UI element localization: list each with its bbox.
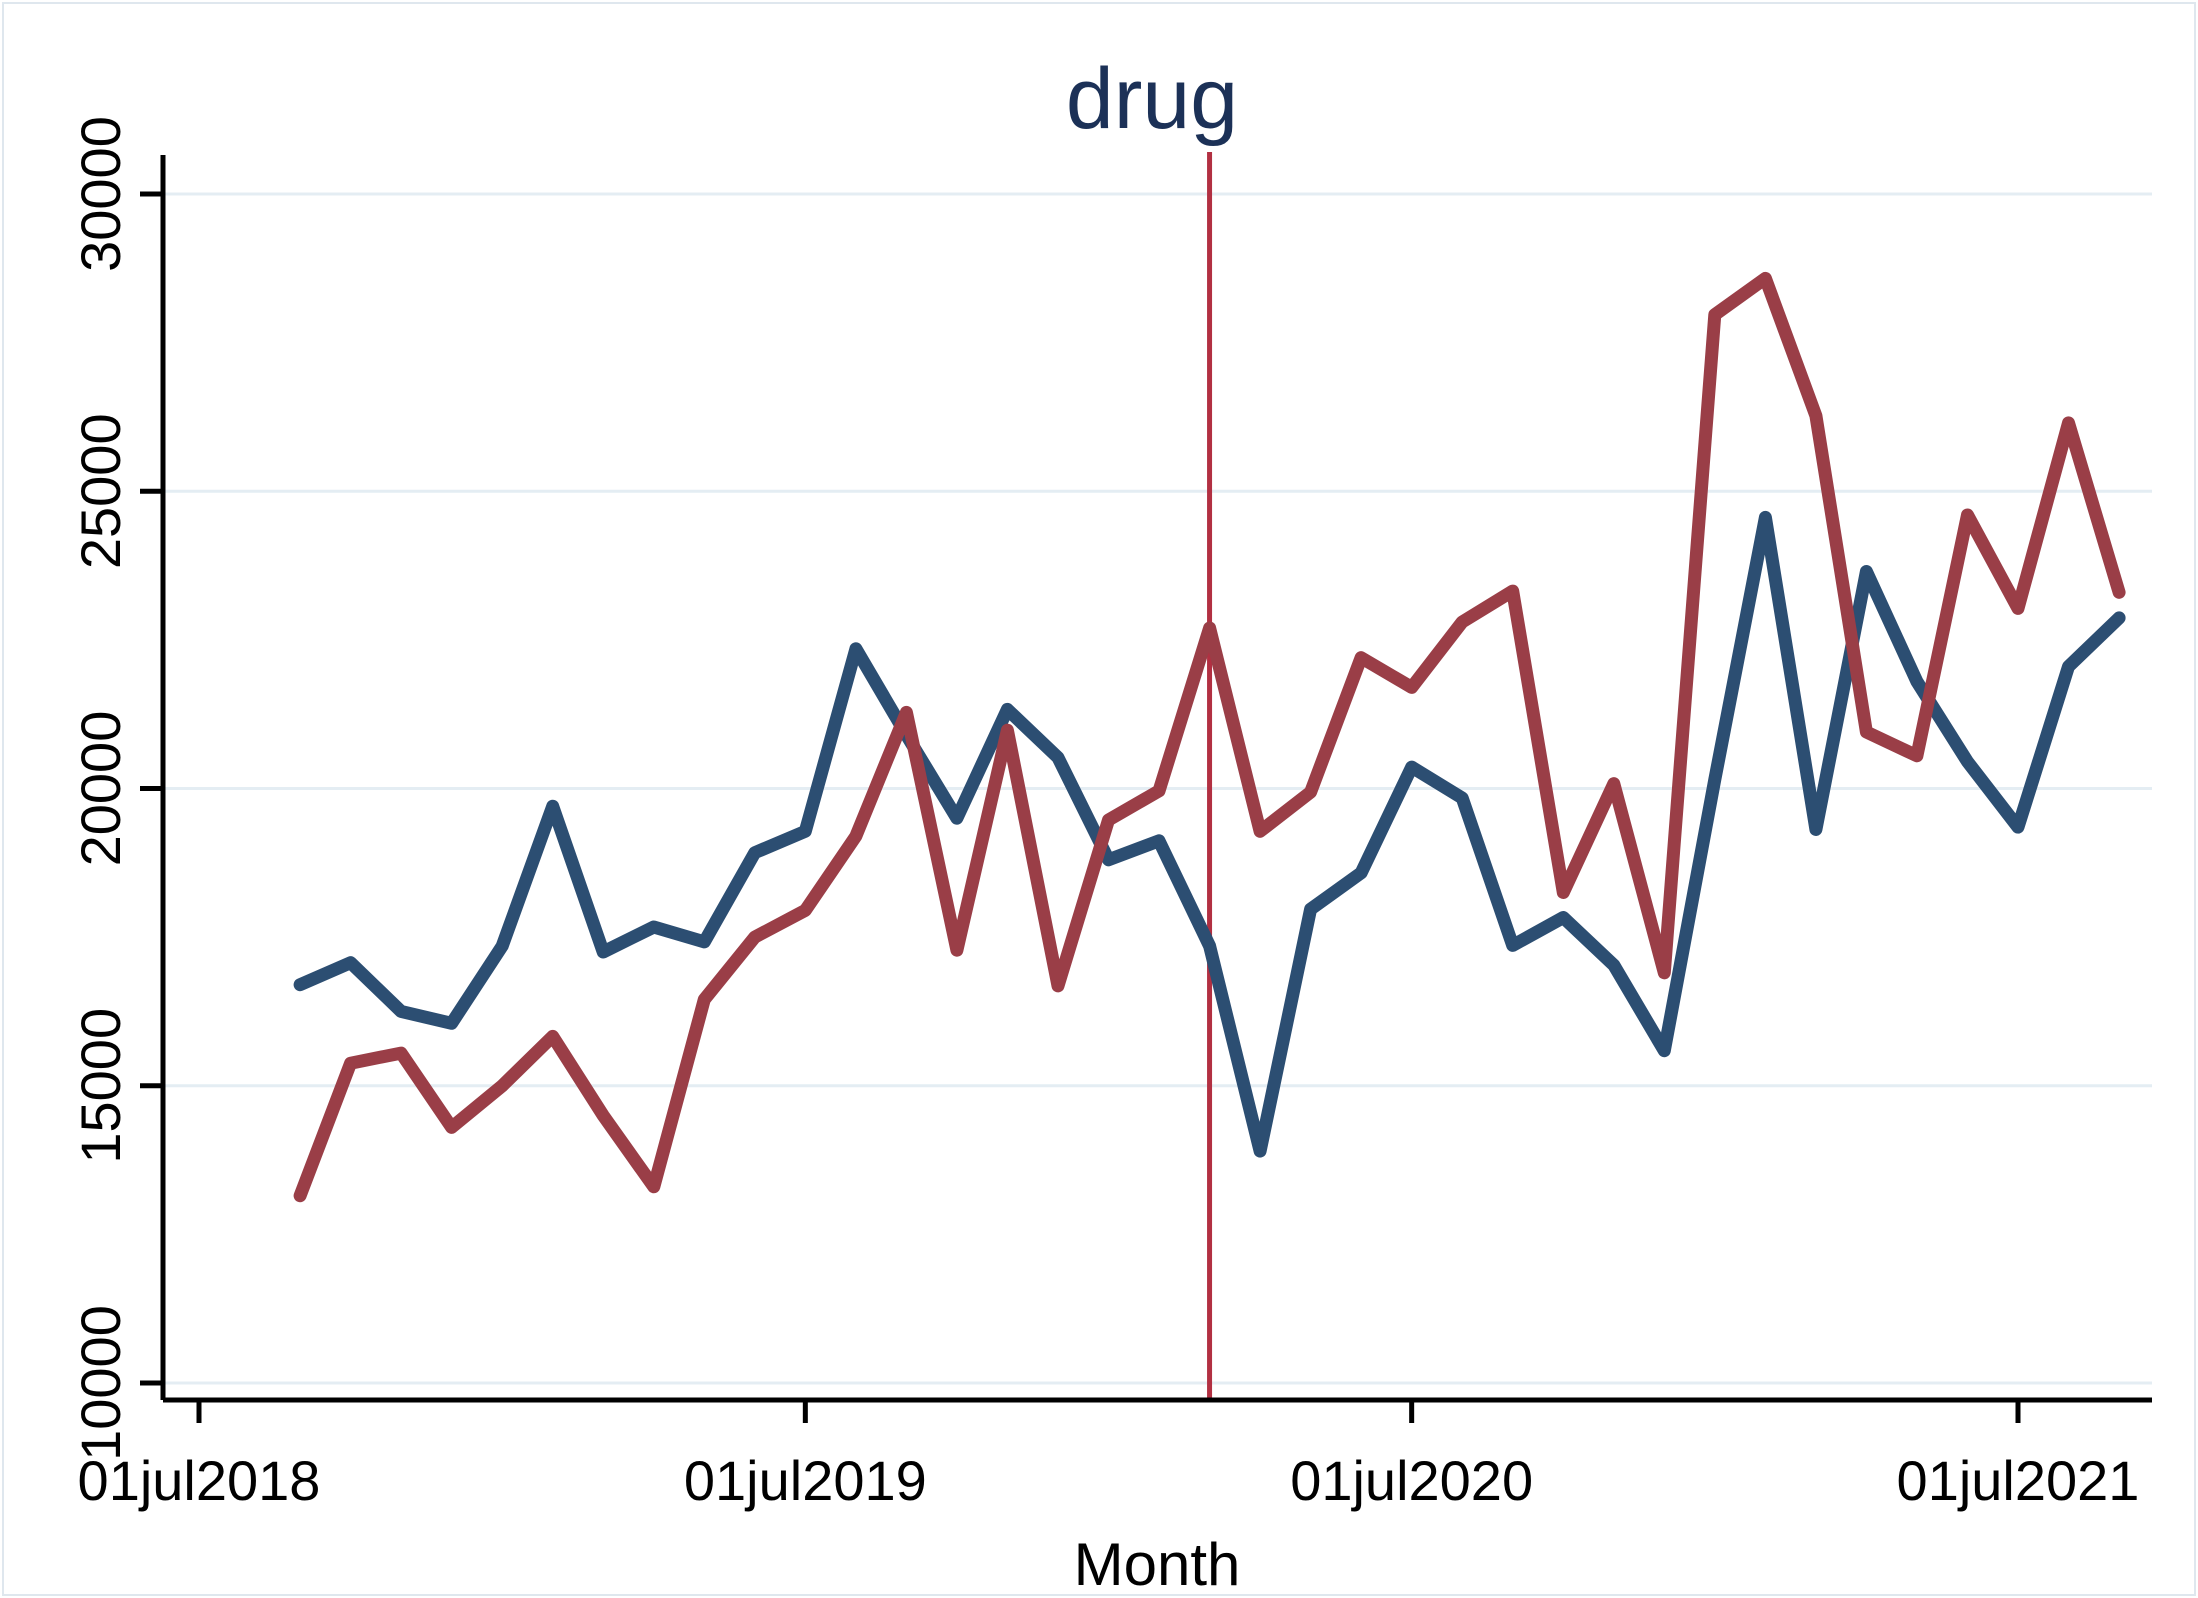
y-tick-label-25000: 25000 [69, 413, 132, 569]
y-axis-ticks [140, 191, 163, 1386]
x-tick-label-01jul2020: 01jul2020 [1290, 1449, 1533, 1512]
y-axis-tick-labels: 10000 15000 20000 25000 30000 [69, 116, 132, 1461]
x-axis-title: Month [1074, 1531, 1241, 1598]
maroon-series-line [293, 271, 2126, 1203]
y-tick-label-15000: 15000 [69, 1008, 132, 1164]
y-tick-label-30000: 30000 [69, 116, 132, 272]
data-series [293, 271, 2126, 1203]
x-tick-label-01jul2021: 01jul2021 [1897, 1449, 2140, 1512]
navy-series-line [293, 510, 2126, 1158]
x-axis-ticks [196, 1400, 2021, 1423]
y-tick-label-10000: 10000 [69, 1305, 132, 1461]
y-tick-label-20000: 20000 [69, 711, 132, 867]
x-tick-label-01jul2018: 01jul2018 [78, 1449, 321, 1512]
x-axis-tick-labels: 01jul2018 01jul2019 01jul2020 01jul2021 [78, 1449, 2140, 1512]
x-tick-label-01jul2019: 01jul2019 [684, 1449, 927, 1512]
chart-title: drug [1066, 51, 1238, 147]
